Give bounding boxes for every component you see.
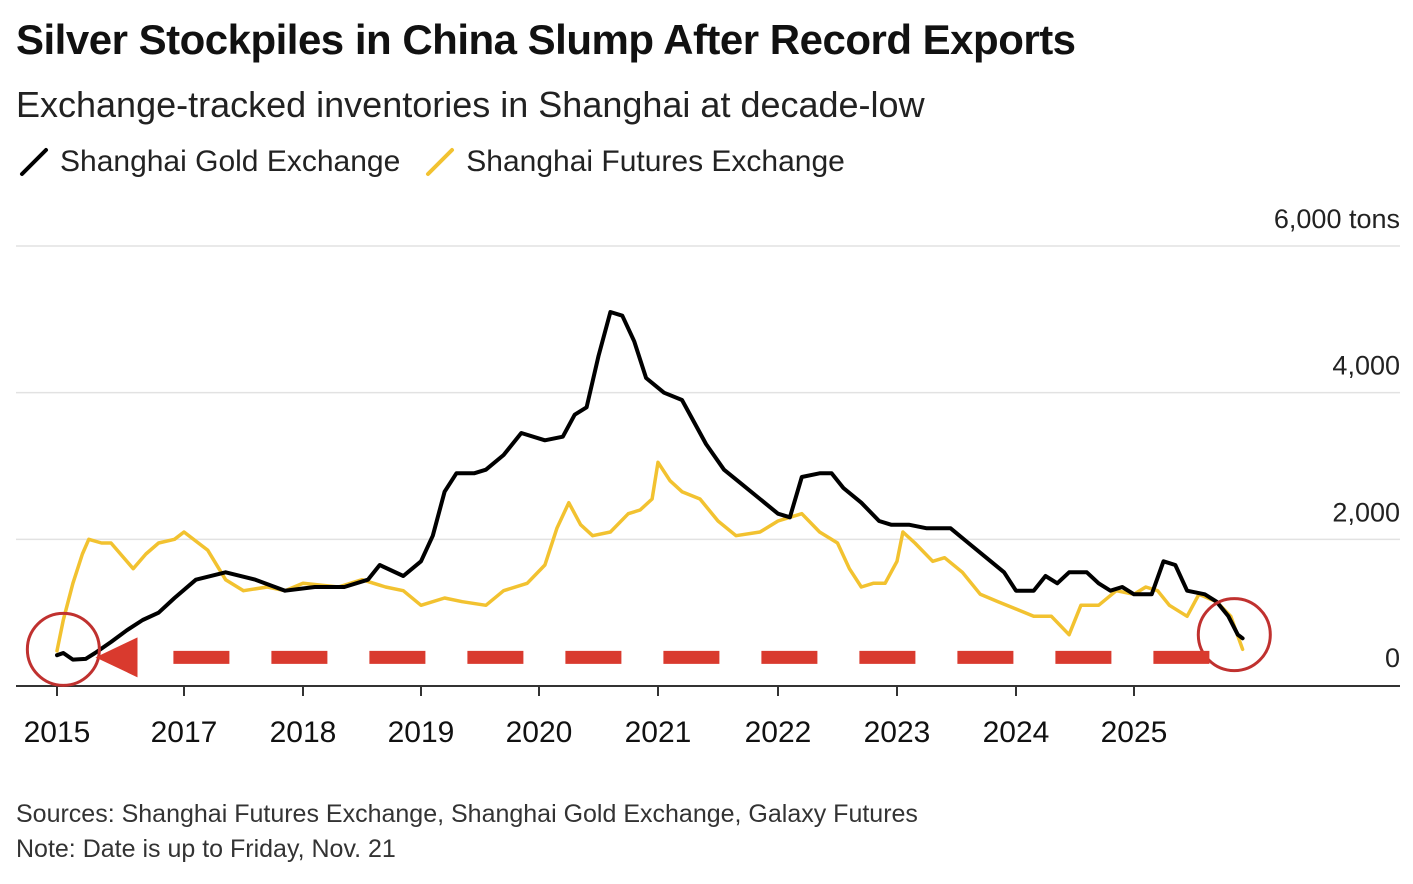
annotations	[25, 597, 1272, 687]
x-tick-label-2015: 2015	[24, 716, 91, 749]
x-tick-label-2022: 2022	[745, 716, 812, 749]
series-line-shanghai-gold-exchange	[55, 310, 1245, 662]
legend-label-sge: Shanghai Gold Exchange	[60, 145, 401, 178]
x-tick-label-2020: 2020	[506, 716, 573, 749]
x-tick-label-2018: 2018	[270, 716, 337, 749]
legend-item-sge: Shanghai Gold Exchange	[16, 144, 400, 180]
x-tick-label-2024: 2024	[983, 716, 1050, 749]
legend-swatch-sge	[20, 148, 48, 176]
annotation-circle-1	[25, 611, 101, 687]
sources-note: Sources: Shanghai Futures Exchange, Shan…	[16, 800, 918, 828]
legend-swatch-shfe	[426, 148, 455, 176]
gridlines	[16, 245, 1400, 541]
y-tick-label-2000: 2,000	[1332, 497, 1400, 527]
x-tick-label-2017: 2017	[151, 716, 218, 749]
y-tick-label-0: 0	[1385, 643, 1400, 673]
legend: Shanghai Gold Exchange Shanghai Futures …	[16, 144, 867, 180]
legend-label-shfe: Shanghai Futures Exchange	[466, 145, 845, 178]
y-axis-labels: 0 2,000 4,000 6,000 tons	[1274, 204, 1400, 673]
chart-subtitle: Exchange-tracked inventories in Shanghai…	[16, 84, 925, 125]
series-line-shanghai-futures-exchange	[55, 460, 1245, 653]
annotation-circle-2	[1196, 597, 1272, 673]
date-note: Note: Date is up to Friday, Nov. 21	[16, 835, 396, 863]
x-tick-label-2023: 2023	[864, 716, 931, 749]
y-tick-label-4000: 4,000	[1332, 351, 1400, 381]
x-axis: 2015 2017 2018 2019 2020 2021 2022 2023 2024 2025	[16, 685, 1400, 749]
annotation-arrowhead	[95, 637, 138, 678]
legend-item-shfe: Shanghai Futures Exchange	[422, 144, 845, 180]
x-tick-label-2019: 2019	[388, 716, 455, 749]
x-tick-label-2021: 2021	[625, 716, 692, 749]
series-lines	[55, 310, 1245, 662]
chart-title: Silver Stockpiles in China Slump After R…	[16, 16, 1076, 63]
x-tick-label-2025: 2025	[1101, 716, 1168, 749]
y-tick-label-6000: 6,000 tons	[1274, 204, 1400, 234]
